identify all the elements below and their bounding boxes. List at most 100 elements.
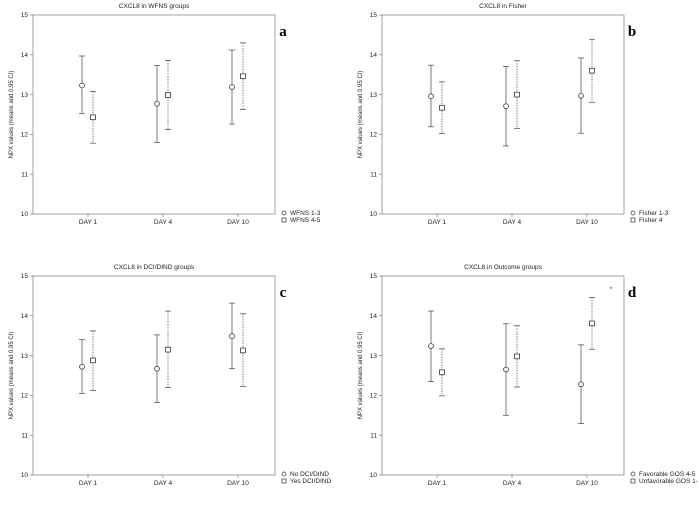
mean-point-square	[514, 353, 520, 360]
panel-a: CXCL8 in WFNS groups a 10 11 12 13 14 15 NPX val…	[0, 0, 349, 261]
y-tick-label: 12	[370, 393, 378, 400]
y-axis-label: NPX values (means and 0.95 CI)	[9, 71, 15, 159]
y-axis-label: NPX values (means and 0.95 CI)	[9, 332, 15, 420]
mean-point-circle	[154, 100, 160, 107]
y-tick-label: 13	[21, 353, 29, 360]
x-tick-label: DAY 4	[154, 480, 173, 487]
chart-title: CXCL8 in Fisher	[479, 3, 528, 10]
y-tick-label: 11	[370, 171, 377, 178]
panel-label: c	[280, 285, 287, 301]
panel-label: b	[628, 24, 636, 40]
panel-label: d	[628, 285, 637, 301]
legend-label: Unfavorable GOS 1-3	[639, 478, 698, 485]
y-tick-label: 13	[370, 353, 378, 360]
y-axis-label: NPX values (means and 0.95 CI)	[358, 71, 364, 159]
mean-point-circle	[229, 84, 235, 90]
plot-frame	[32, 14, 276, 215]
y-tick-label: 10	[370, 211, 378, 218]
mean-point-circle	[578, 92, 584, 99]
chart-svg: CXCL8 in DCI/DIND groups c 10 11 12 13 14 15 NPX…	[9, 264, 332, 487]
y-axis-label: NPX values (means and 0.95 CI)	[358, 332, 364, 420]
mean-point-square	[90, 357, 96, 364]
x-tick-label: DAY 10	[576, 219, 598, 226]
mean-point-square	[165, 346, 171, 353]
mean-point-square	[165, 92, 171, 98]
legend-marker-square	[630, 478, 636, 484]
mean-point-square	[240, 73, 246, 80]
legend-label: WFNS 4-5	[290, 217, 321, 224]
mean-point-circle	[428, 343, 434, 349]
mean-point-circle	[578, 381, 584, 388]
y-tick-label: 13	[21, 92, 29, 99]
legend-label: Yes DCI/DIND	[290, 478, 332, 485]
mean-point-square	[439, 369, 445, 376]
legend-label: No DCI/DIND	[290, 471, 329, 478]
mean-point-square	[439, 104, 445, 111]
chart-svg: CXCL8 in Outcome groups d 10 11 12 13 14 15 NPX …	[358, 264, 698, 487]
x-tick-label: DAY 10	[227, 219, 249, 226]
mean-point-circle	[503, 103, 509, 109]
y-tick-label: 10	[21, 211, 29, 218]
y-tick-label: 15	[21, 273, 29, 280]
chart-title: CXCL8 in WFNS groups	[119, 3, 190, 10]
y-tick-label: 15	[370, 12, 378, 19]
y-tick-label: 15	[21, 12, 29, 19]
plot-frame	[32, 275, 276, 476]
y-tick-label: 15	[370, 273, 378, 280]
mean-point-square	[240, 347, 246, 354]
significance-marker: *	[610, 286, 613, 293]
plot-frame	[381, 275, 625, 476]
y-tick-label: 14	[370, 52, 378, 59]
y-tick-label: 11	[21, 432, 28, 439]
panel-d: CXCL8 in Outcome groups d 10 11 12 13 14 15 NPX …	[349, 261, 698, 522]
chart-title: CXCL8 in DCI/DIND groups	[114, 264, 195, 271]
y-tick-label: 10	[370, 472, 378, 479]
panel-b: CXCL8 in Fisher b 10 11 12 13 14 15 NPX values (…	[349, 0, 698, 261]
panel-label: a	[279, 24, 287, 40]
mean-point-circle	[79, 82, 85, 89]
legend-marker-circle	[281, 210, 287, 216]
legend-label: Fisher 1-3	[639, 210, 669, 217]
y-tick-label: 12	[21, 393, 29, 400]
y-tick-label: 14	[21, 313, 29, 320]
x-tick-label: DAY 4	[503, 219, 522, 226]
legend-label: WFNS 1-3	[290, 210, 321, 217]
mean-point-square	[589, 67, 595, 74]
legend-marker-square	[630, 217, 636, 223]
legend-marker-circle	[281, 471, 287, 477]
mean-point-circle	[79, 363, 85, 370]
y-tick-label: 11	[21, 171, 28, 178]
mean-point-circle	[154, 365, 160, 372]
x-tick-label: DAY 10	[227, 480, 249, 487]
chart-svg: CXCL8 in Fisher b 10 11 12 13 14 15 NPX values (…	[358, 3, 669, 226]
mean-point-circle	[503, 366, 509, 373]
y-tick-label: 14	[21, 52, 29, 59]
legend-marker-circle	[630, 471, 636, 477]
chart-title: CXCL8 in Outcome groups	[464, 264, 542, 271]
y-tick-label: 12	[21, 132, 29, 139]
legend-label: Fisher 4	[639, 217, 663, 224]
mean-point-square	[589, 320, 595, 327]
y-tick-label: 11	[370, 432, 377, 439]
mean-point-square	[514, 91, 520, 98]
chart-svg: CXCL8 in WFNS groups a 10 11 12 13 14 15 NPX val…	[9, 3, 321, 226]
y-tick-label: 12	[370, 132, 378, 139]
legend-marker-square	[281, 478, 287, 484]
mean-point-circle	[428, 93, 434, 99]
plot-frame	[381, 14, 625, 215]
x-tick-label: DAY 4	[503, 480, 522, 487]
legend-marker-square	[281, 217, 287, 223]
panel-c: CXCL8 in DCI/DIND groups c 10 11 12 13 14 15 NPX…	[0, 261, 349, 522]
legend-marker-circle	[630, 210, 636, 216]
y-tick-label: 10	[21, 472, 29, 479]
y-tick-label: 13	[370, 92, 378, 99]
mean-point-square	[90, 114, 96, 121]
x-tick-label: DAY 1	[428, 219, 447, 226]
x-tick-label: DAY 4	[154, 219, 173, 226]
y-tick-label: 14	[370, 313, 378, 320]
x-tick-label: DAY 1	[79, 219, 98, 226]
mean-point-circle	[229, 333, 235, 339]
legend-label: Favorable GOS 4-5	[639, 471, 696, 478]
x-tick-label: DAY 1	[428, 480, 447, 487]
x-tick-label: DAY 1	[79, 480, 98, 487]
